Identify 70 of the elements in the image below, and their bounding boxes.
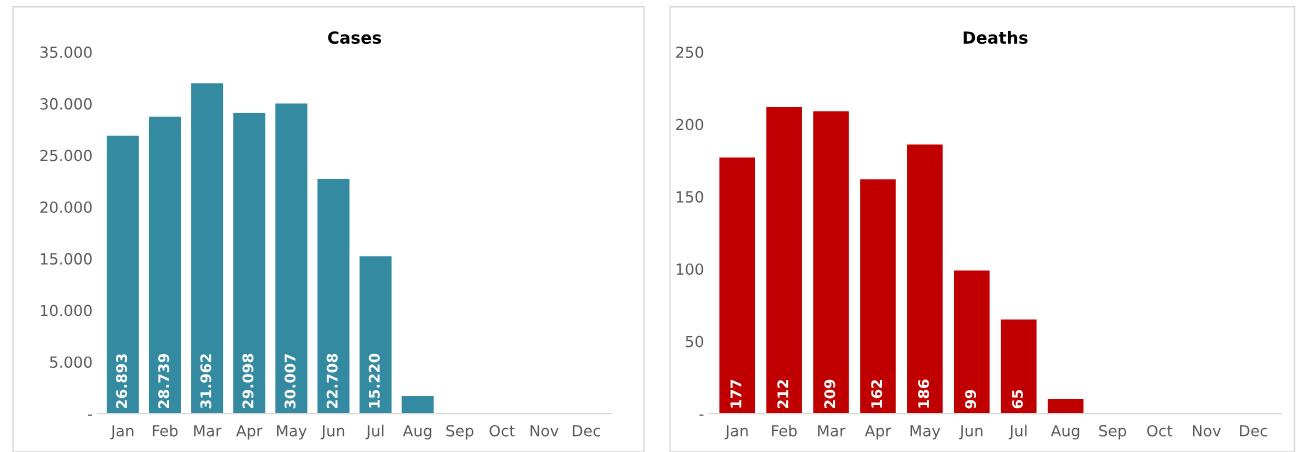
bar xyxy=(359,256,392,414)
data-label: 29.098 xyxy=(242,353,254,409)
bar xyxy=(233,112,266,414)
data-label: 15.220 xyxy=(368,353,380,408)
data-label: 186 xyxy=(918,379,930,408)
x-tick-label: Apr xyxy=(864,425,892,440)
data-label: 209 xyxy=(824,379,836,409)
data-label: 162 xyxy=(871,380,883,408)
x-tick-label: Jun xyxy=(959,425,983,440)
x-tick-label: Aug xyxy=(1050,425,1080,440)
y-tick-label: - xyxy=(87,414,92,416)
x-tick-label: Dec xyxy=(1240,425,1268,437)
x-tick-label: Aug xyxy=(402,425,432,440)
chart-title: Cases xyxy=(328,31,382,44)
data-label: 65 xyxy=(1011,389,1023,409)
bar xyxy=(148,116,181,414)
x-tick-label: Sep xyxy=(446,424,474,440)
y-tick-label: 35.000 xyxy=(40,46,92,58)
bar xyxy=(106,135,139,414)
bar xyxy=(719,157,756,414)
bar xyxy=(191,83,224,414)
data-label: 99 xyxy=(965,389,977,409)
x-tick-label: Jun xyxy=(320,425,345,440)
data-label: 22.708 xyxy=(326,353,338,409)
y-tick-label: 30.000 xyxy=(40,98,92,110)
x-tick-label: Dec xyxy=(572,425,601,437)
x-tick-label: Mar xyxy=(818,425,846,437)
data-label: 212 xyxy=(777,380,789,409)
x-tick-label: Feb xyxy=(152,424,178,437)
bar xyxy=(1000,319,1037,414)
y-tick-label: 25.000 xyxy=(40,149,92,162)
chart-title: Deaths xyxy=(963,30,1028,44)
x-tick-label: Mar xyxy=(194,425,222,437)
x-tick-label: Nov xyxy=(1193,425,1221,437)
x-tick-label: Oct xyxy=(489,424,515,437)
x-tick-label: Jan xyxy=(110,425,134,440)
x-tick-label: Nov xyxy=(530,425,559,437)
data-label: 31.962 xyxy=(200,354,212,409)
bar xyxy=(1047,399,1084,414)
y-tick-label: 200 xyxy=(676,118,704,131)
x-tick-label: Sep xyxy=(1099,424,1127,440)
bar xyxy=(860,179,896,414)
bar xyxy=(401,396,434,414)
x-tick-label: Feb xyxy=(772,424,797,437)
x-tick-label: May xyxy=(910,425,941,440)
y-tick-label: - xyxy=(699,414,704,416)
y-tick-label: 10.000 xyxy=(40,304,92,317)
bar xyxy=(907,144,943,414)
data-label: 30.007 xyxy=(284,354,296,409)
x-tick-label: Apr xyxy=(236,425,263,440)
bar xyxy=(275,103,308,414)
y-tick-label: 150 xyxy=(676,191,704,203)
y-tick-label: 100 xyxy=(676,263,704,275)
bar xyxy=(813,111,849,414)
data-label: 177 xyxy=(730,379,742,408)
bar xyxy=(953,270,990,414)
x-tick-label: Jul xyxy=(1008,424,1027,440)
data-label: 26.893 xyxy=(116,354,128,409)
x-tick-label: May xyxy=(277,425,307,440)
bar xyxy=(317,178,350,414)
x-tick-label: Jul xyxy=(365,424,384,440)
bar xyxy=(766,106,802,414)
x-tick-label: Oct xyxy=(1147,424,1173,437)
y-tick-label: 15.000 xyxy=(40,253,92,265)
data-label: 28.739 xyxy=(158,353,170,409)
x-tick-label: Jan xyxy=(724,425,748,440)
y-tick-label: 250 xyxy=(676,46,704,58)
y-tick-label: 50 xyxy=(685,335,704,348)
y-tick-label: 20.000 xyxy=(40,201,92,213)
y-tick-label: 5.000 xyxy=(50,356,92,368)
